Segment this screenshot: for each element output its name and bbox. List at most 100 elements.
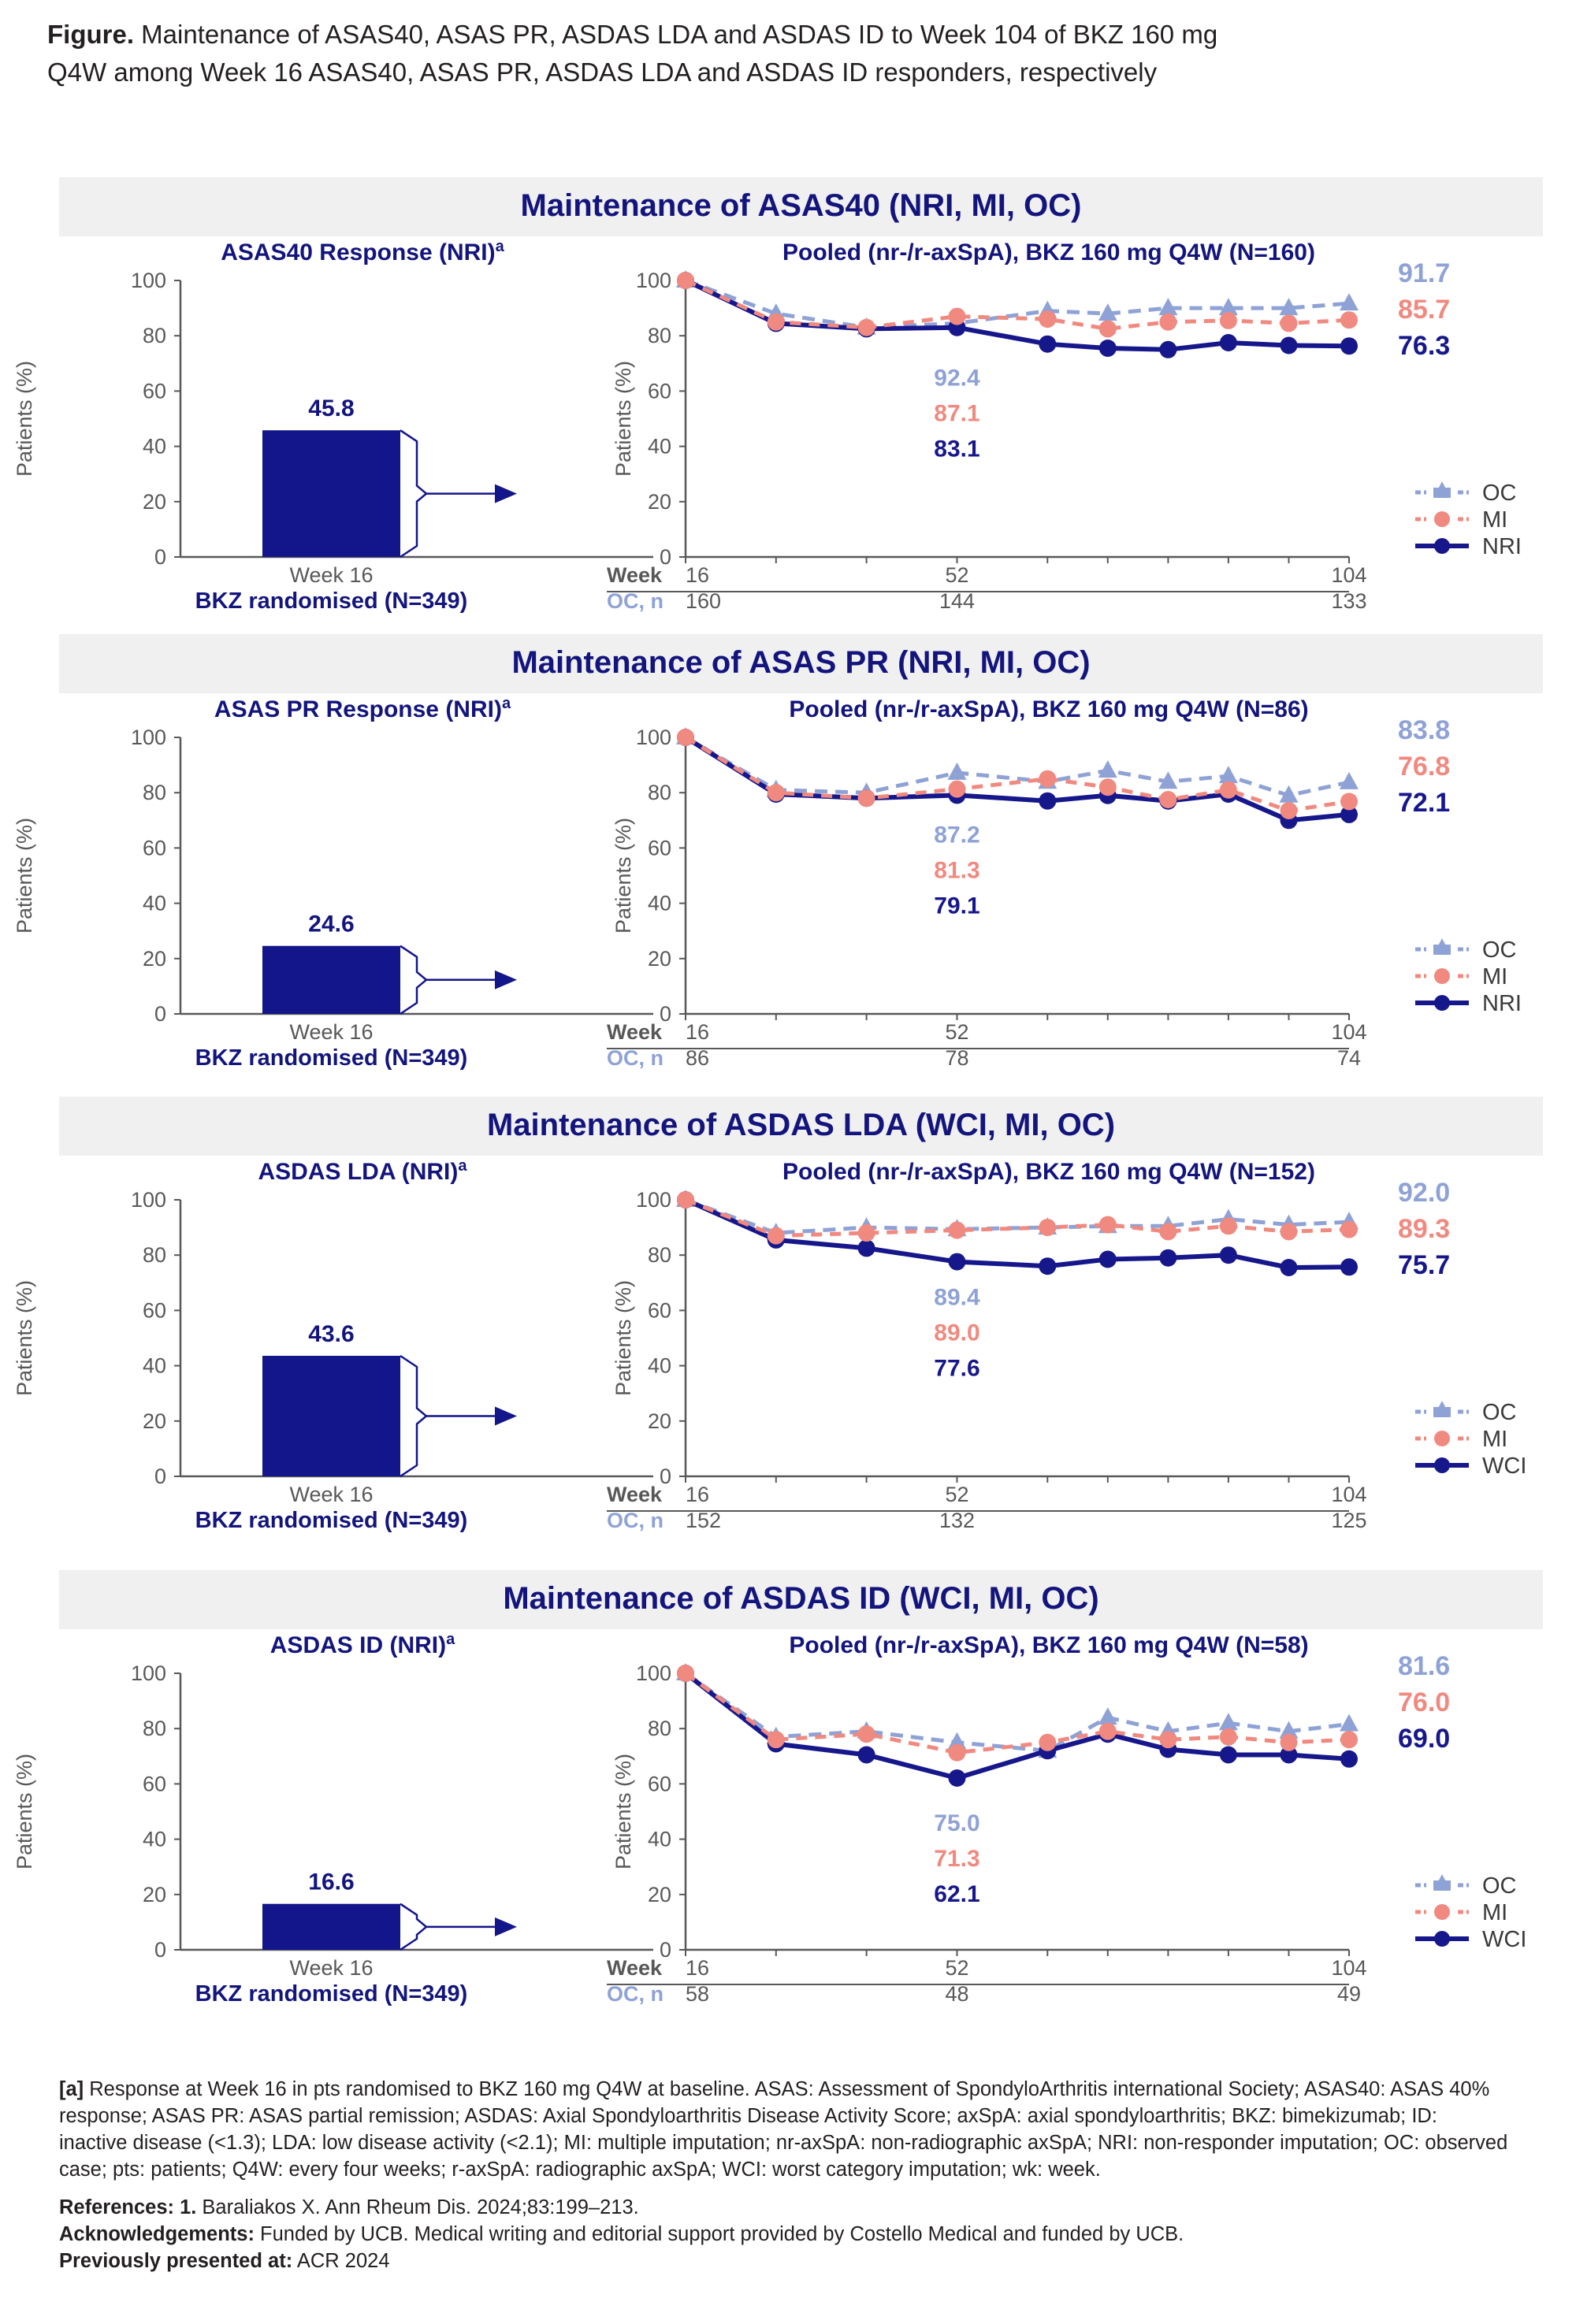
svg-text:144: 144: [939, 589, 975, 613]
svg-text:ASAS PR Response (NRI)a: ASAS PR Response (NRI)a: [214, 695, 511, 722]
svg-text:16: 16: [686, 1956, 709, 1980]
svg-text:92.4: 92.4: [934, 365, 980, 391]
svg-text:100: 100: [636, 1661, 671, 1685]
svg-text:MI: MI: [1482, 507, 1507, 533]
svg-text:71.3: 71.3: [934, 1846, 979, 1872]
svg-text:MI: MI: [1482, 1427, 1507, 1452]
svg-text:Week 16: Week 16: [289, 563, 373, 587]
svg-text:24.6: 24.6: [308, 911, 354, 937]
svg-text:62.1: 62.1: [934, 1881, 979, 1907]
svg-text:100: 100: [636, 726, 671, 749]
svg-text:OC: OC: [1482, 481, 1517, 506]
svg-text:ASDAS LDA (NRI)a: ASDAS LDA (NRI)a: [258, 1157, 468, 1185]
svg-text:80: 80: [648, 1717, 671, 1740]
svg-text:60: 60: [143, 1298, 166, 1322]
svg-text:OC, n: OC, n: [607, 1982, 663, 2006]
svg-text:Week: Week: [607, 1020, 663, 1044]
svg-text:BKZ randomised (N=349): BKZ randomised (N=349): [195, 1981, 468, 2007]
svg-text:152: 152: [686, 1509, 721, 1532]
svg-text:104: 104: [1331, 1483, 1366, 1506]
svg-text:132: 132: [939, 1509, 975, 1532]
svg-text:60: 60: [648, 1772, 671, 1795]
svg-text:Patients (%): Patients (%): [13, 1280, 36, 1396]
svg-text:81.6: 81.6: [1398, 1651, 1450, 1681]
svg-text:100: 100: [131, 726, 166, 749]
svg-text:20: 20: [648, 490, 671, 514]
svg-text:104: 104: [1331, 1956, 1366, 1980]
svg-text:20: 20: [143, 490, 166, 514]
svg-text:125: 125: [1331, 1509, 1366, 1532]
svg-text:80: 80: [648, 1243, 671, 1267]
svg-text:133: 133: [1331, 589, 1366, 613]
svg-text:OC, n: OC, n: [607, 1046, 663, 1070]
svg-text:16: 16: [686, 563, 709, 587]
svg-text:83.8: 83.8: [1398, 715, 1450, 745]
svg-text:Pooled (nr-/r-axSpA), BKZ 160: Pooled (nr-/r-axSpA), BKZ 160 mg Q4W (N=…: [789, 696, 1308, 722]
svg-text:100: 100: [131, 1661, 166, 1685]
svg-text:NRI: NRI: [1482, 991, 1522, 1016]
svg-text:79.1: 79.1: [934, 893, 979, 919]
svg-text:80: 80: [648, 781, 671, 804]
svg-text:45.8: 45.8: [308, 395, 354, 421]
svg-text:40: 40: [143, 1354, 166, 1378]
svg-text:20: 20: [143, 1883, 166, 1906]
svg-text:0: 0: [154, 1938, 166, 1962]
svg-text:76.8: 76.8: [1398, 752, 1450, 781]
svg-text:Patients (%): Patients (%): [13, 818, 36, 934]
svg-text:89.0: 89.0: [934, 1320, 979, 1346]
svg-text:BKZ randomised (N=349): BKZ randomised (N=349): [195, 1045, 468, 1071]
svg-text:16: 16: [686, 1483, 709, 1506]
svg-text:40: 40: [143, 1828, 166, 1851]
svg-text:20: 20: [648, 947, 671, 971]
svg-text:40: 40: [143, 435, 166, 458]
svg-text:77.6: 77.6: [934, 1355, 979, 1381]
svg-text:80: 80: [648, 324, 671, 347]
svg-text:74: 74: [1337, 1046, 1361, 1070]
svg-text:80: 80: [143, 1243, 166, 1267]
svg-text:100: 100: [131, 1188, 166, 1212]
svg-text:0: 0: [154, 1465, 166, 1488]
svg-text:OC, n: OC, n: [607, 589, 663, 613]
svg-text:52: 52: [945, 563, 968, 587]
svg-text:MI: MI: [1482, 1900, 1507, 1925]
svg-text:85.7: 85.7: [1398, 295, 1450, 325]
svg-text:Patients (%): Patients (%): [13, 361, 36, 477]
svg-text:160: 160: [686, 589, 721, 613]
svg-text:87.1: 87.1: [934, 400, 979, 426]
svg-text:76.3: 76.3: [1398, 331, 1450, 361]
svg-text:Patients (%): Patients (%): [611, 1280, 635, 1396]
svg-text:ASAS40 Response (NRI)a: ASAS40 Response (NRI)a: [221, 238, 504, 265]
svg-text:40: 40: [648, 435, 671, 458]
svg-text:0: 0: [154, 545, 166, 569]
svg-text:80: 80: [143, 1717, 166, 1740]
svg-text:76.0: 76.0: [1398, 1687, 1450, 1717]
svg-text:16.6: 16.6: [308, 1869, 354, 1895]
svg-text:Pooled (nr-/r-axSpA), BKZ 160: Pooled (nr-/r-axSpA), BKZ 160 mg Q4W (N=…: [782, 239, 1315, 265]
svg-text:104: 104: [1331, 1020, 1366, 1044]
svg-text:BKZ randomised (N=349): BKZ randomised (N=349): [195, 1508, 468, 1533]
svg-text:49: 49: [1337, 1982, 1361, 2006]
svg-text:92.0: 92.0: [1398, 1178, 1450, 1208]
svg-text:NRI: NRI: [1482, 534, 1522, 559]
svg-text:52: 52: [945, 1956, 968, 1980]
svg-text:40: 40: [648, 1354, 671, 1378]
svg-text:Week 16: Week 16: [289, 1956, 373, 1980]
svg-text:81.3: 81.3: [934, 857, 979, 883]
svg-text:Pooled (nr-/r-axSpA), BKZ 160: Pooled (nr-/r-axSpA), BKZ 160 mg Q4W (N=…: [782, 1159, 1315, 1185]
svg-text:Patients (%): Patients (%): [611, 1754, 635, 1869]
svg-text:48: 48: [945, 1982, 968, 2006]
svg-text:58: 58: [686, 1982, 709, 2006]
svg-text:BKZ randomised (N=349): BKZ randomised (N=349): [195, 588, 468, 614]
svg-text:75.7: 75.7: [1398, 1250, 1450, 1280]
svg-text:Patients (%): Patients (%): [611, 361, 635, 477]
svg-text:16: 16: [686, 1020, 709, 1044]
svg-text:20: 20: [143, 1409, 166, 1433]
svg-text:89.3: 89.3: [1398, 1214, 1450, 1244]
svg-text:52: 52: [945, 1020, 968, 1044]
svg-text:60: 60: [143, 1772, 166, 1795]
svg-text:Week: Week: [607, 563, 663, 587]
svg-text:83.1: 83.1: [934, 436, 979, 462]
svg-text:Week 16: Week 16: [289, 1483, 373, 1506]
svg-text:60: 60: [143, 379, 166, 403]
svg-text:40: 40: [648, 892, 671, 915]
